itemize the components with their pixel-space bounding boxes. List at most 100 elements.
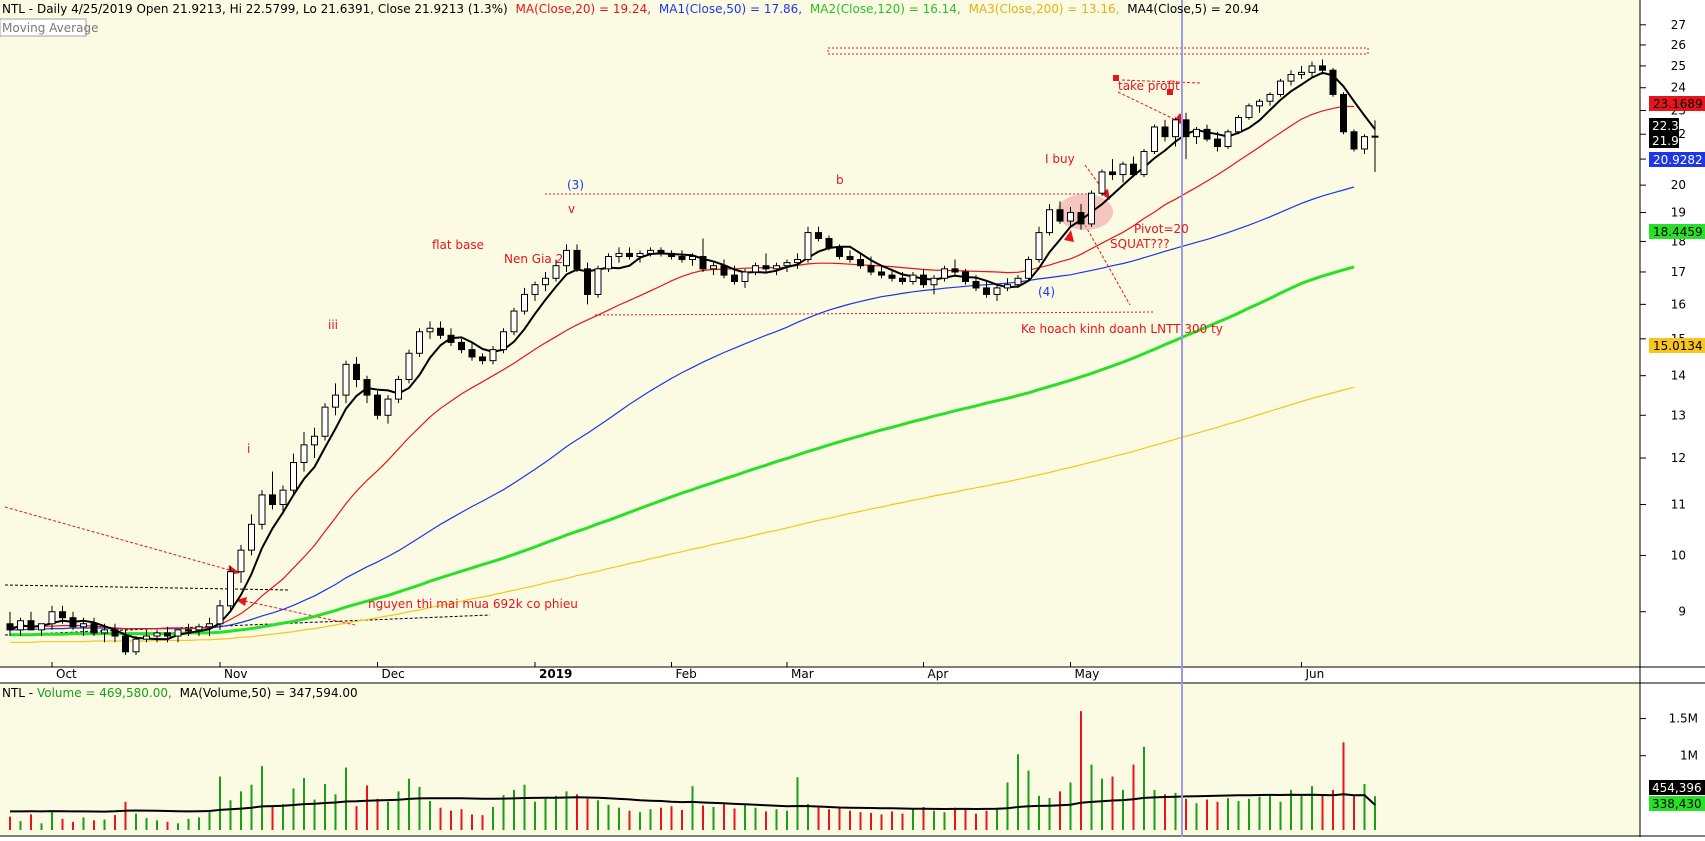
candle-body bbox=[447, 334, 455, 343]
candle-body bbox=[311, 435, 318, 446]
candle-body bbox=[1004, 284, 1011, 289]
month-label: Apr bbox=[928, 667, 949, 681]
month-label: Mar bbox=[791, 667, 814, 681]
candle-body bbox=[1371, 135, 1379, 138]
price-tick-label: 10 bbox=[1671, 548, 1686, 562]
pivot-highlight bbox=[1057, 194, 1113, 230]
month-label: Oct bbox=[56, 667, 77, 681]
candle-body bbox=[899, 277, 906, 282]
volume-bars[interactable] bbox=[9, 711, 1376, 830]
chart-title: NTL - Daily 4/25/2019 Open 21.9213, Hi 2… bbox=[2, 2, 1259, 16]
candle-body bbox=[1298, 71, 1305, 76]
price-tick-label: 27 bbox=[1671, 18, 1686, 32]
annotation-i-buy: I buy bbox=[1045, 152, 1075, 166]
month-label: Feb bbox=[676, 667, 697, 681]
ma50-legend: MA1(Close,50) = 17.86, bbox=[659, 2, 802, 16]
candle-body bbox=[920, 274, 927, 286]
volume-tick-label: 1.5M bbox=[1669, 712, 1698, 726]
candle-body bbox=[248, 523, 255, 551]
candle-body bbox=[710, 265, 717, 270]
candle-body bbox=[500, 331, 507, 351]
candle-body bbox=[237, 549, 245, 573]
candle-body bbox=[1130, 163, 1137, 176]
price-tick-label: 17 bbox=[1671, 265, 1686, 279]
black-dashed-line-2 bbox=[4, 614, 491, 636]
annotation-wave-3: (3) bbox=[567, 178, 584, 192]
candle-body bbox=[17, 620, 24, 631]
candle-body bbox=[300, 444, 308, 464]
price-tick-label: 24 bbox=[1671, 81, 1686, 95]
price-axis[interactable]: 2726252423222120191817161514131211109 bbox=[1640, 18, 1686, 619]
candle-body bbox=[185, 629, 192, 632]
candles[interactable] bbox=[6, 59, 1379, 655]
candle-body bbox=[972, 280, 980, 289]
candle-body bbox=[542, 277, 549, 286]
ma120-line[interactable] bbox=[10, 265, 1355, 637]
ma5-badge-text: 20.9282 bbox=[1653, 153, 1703, 167]
ma200-line[interactable] bbox=[10, 386, 1355, 643]
candle-body bbox=[1266, 93, 1274, 102]
price-tick-label: 16 bbox=[1671, 297, 1686, 311]
high-badge-text: 22.3 bbox=[1652, 119, 1679, 133]
candle-body bbox=[153, 632, 161, 637]
candle-body bbox=[825, 237, 833, 248]
volume-axis[interactable]: 1.5M 1M bbox=[1640, 712, 1698, 763]
candle-body bbox=[657, 249, 665, 254]
candle-body bbox=[80, 623, 87, 628]
ma20-line[interactable] bbox=[10, 105, 1355, 630]
candle-body bbox=[290, 462, 297, 491]
candle-body bbox=[594, 268, 602, 295]
ma20-badge-text: 23.1689 bbox=[1653, 97, 1703, 111]
candle-body bbox=[6, 623, 14, 631]
candle-body bbox=[384, 398, 392, 416]
tooltip-box bbox=[0, 18, 87, 37]
candle-body bbox=[1214, 138, 1221, 147]
candle-body bbox=[857, 259, 864, 267]
price-badges: 23.1689 22.3 21.9 20.9282 18.4459 15.013… bbox=[1649, 96, 1705, 811]
volume-badge bbox=[1649, 780, 1705, 795]
marker-square-2 bbox=[1167, 89, 1173, 95]
candle-body bbox=[479, 356, 486, 362]
annotation-business-plan: Ke hoach kinh doanh LNTT 300 ty bbox=[1021, 322, 1223, 336]
volume-ma-line[interactable] bbox=[10, 793, 1376, 813]
annotation-wave-v: v bbox=[568, 202, 575, 216]
candle-body bbox=[1151, 126, 1158, 152]
candle-body bbox=[1098, 171, 1106, 194]
time-axis[interactable]: Oct Nov Dec 2019 Feb Mar Apr May Jun bbox=[51, 662, 1325, 681]
volume-badge-text: 454,396 bbox=[1652, 781, 1702, 795]
candle-body bbox=[1329, 69, 1337, 95]
candle-body bbox=[689, 255, 696, 261]
candle-body bbox=[1277, 80, 1284, 95]
candle-body bbox=[930, 277, 938, 286]
candle-body bbox=[993, 287, 1001, 295]
month-label: Jun bbox=[1305, 667, 1325, 681]
candle-body bbox=[258, 494, 266, 525]
candle-body bbox=[1287, 74, 1295, 82]
candle-body bbox=[206, 623, 213, 628]
candle-body bbox=[836, 246, 843, 257]
candle-body bbox=[269, 494, 276, 506]
candle-body bbox=[342, 363, 350, 396]
candle-body bbox=[101, 629, 108, 634]
annotation-wave-iii: iii bbox=[328, 318, 338, 332]
price-pane[interactable] bbox=[0, 0, 1640, 667]
plan-arrow-line bbox=[1084, 224, 1131, 306]
ma50-line[interactable] bbox=[10, 186, 1355, 631]
candle-body bbox=[279, 489, 287, 506]
candle-body bbox=[1109, 171, 1116, 176]
close-badge-text: 21.9 bbox=[1652, 134, 1679, 148]
price-tick-label: 11 bbox=[1671, 498, 1686, 512]
volume-pane[interactable] bbox=[0, 683, 1640, 837]
candle-body bbox=[90, 623, 98, 634]
support-line bbox=[594, 311, 1156, 316]
candle-body bbox=[227, 571, 234, 607]
candle-body bbox=[605, 255, 612, 270]
candle-body bbox=[846, 255, 854, 261]
close-badge bbox=[1649, 133, 1679, 148]
month-label: May bbox=[1075, 667, 1100, 681]
candle-body bbox=[27, 620, 35, 631]
month-label: 2019 bbox=[539, 667, 572, 681]
candle-body bbox=[626, 252, 633, 257]
annotation-nen-gia: Nen Gia 2 bbox=[504, 252, 563, 266]
